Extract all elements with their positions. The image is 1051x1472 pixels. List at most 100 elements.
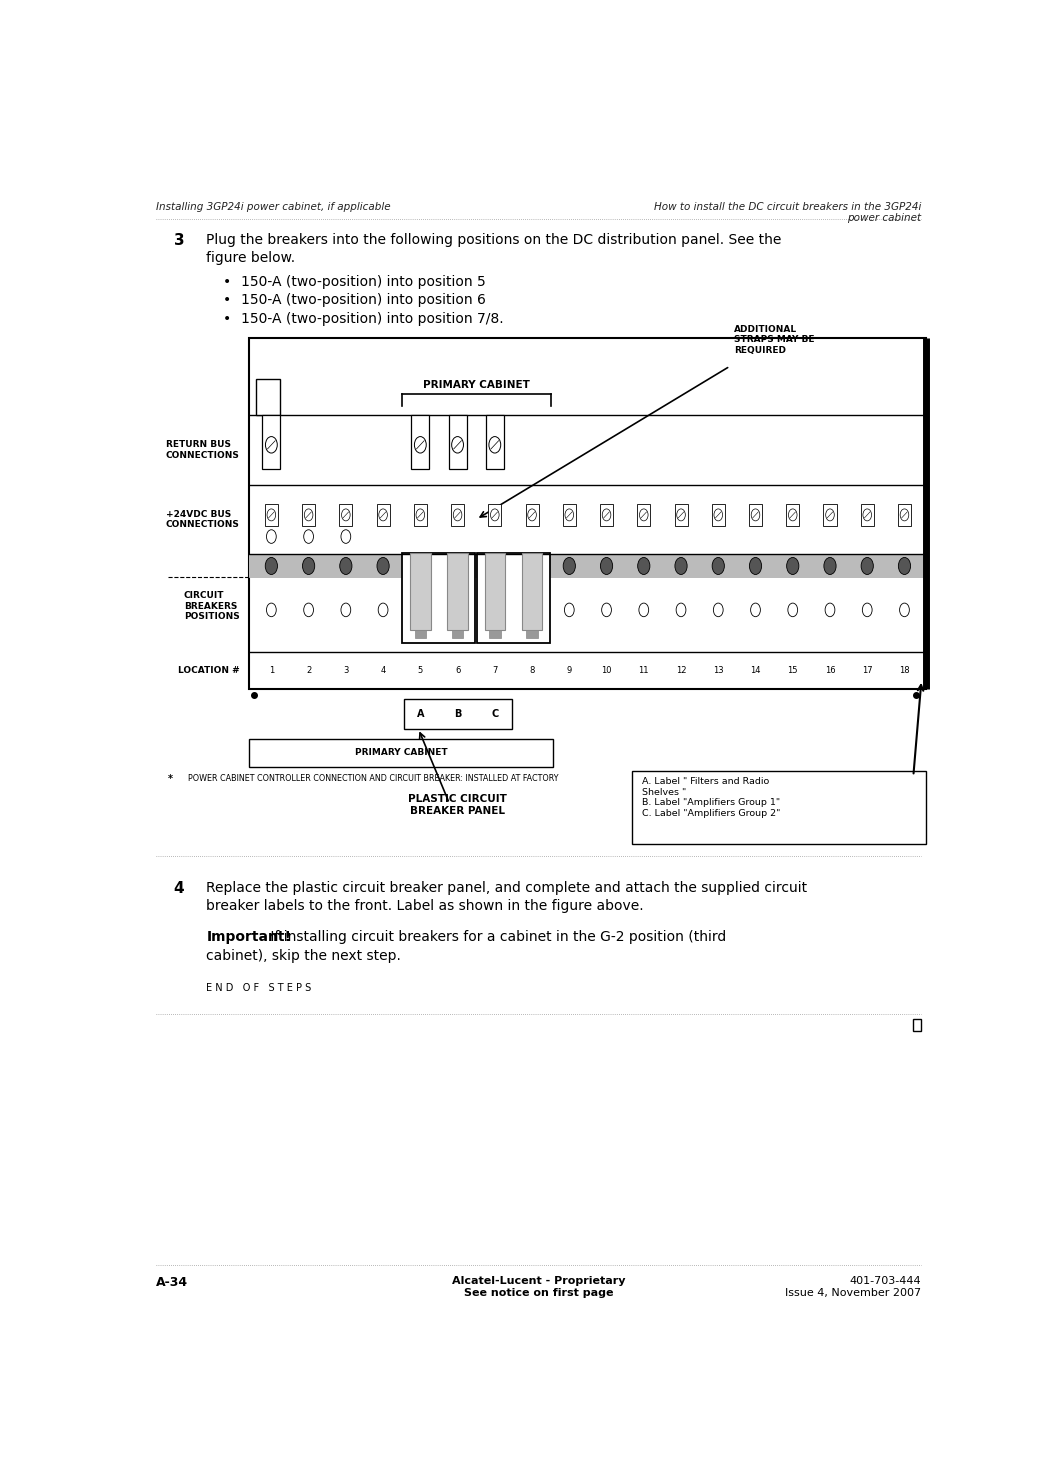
- Bar: [600, 503, 613, 526]
- Circle shape: [490, 604, 499, 617]
- Text: 12: 12: [676, 665, 686, 676]
- Circle shape: [639, 604, 648, 617]
- Text: PRIMARY CABINET: PRIMARY CABINET: [354, 748, 448, 757]
- Circle shape: [714, 509, 723, 521]
- Circle shape: [267, 509, 275, 521]
- Text: 11: 11: [639, 665, 650, 676]
- Text: 3: 3: [344, 665, 349, 676]
- Circle shape: [267, 530, 276, 543]
- Text: 5: 5: [417, 665, 423, 676]
- Bar: [265, 503, 277, 526]
- Circle shape: [267, 604, 276, 617]
- Text: B: B: [454, 710, 461, 718]
- Bar: [249, 337, 926, 689]
- Circle shape: [600, 558, 613, 574]
- Text: *: *: [168, 774, 173, 785]
- Circle shape: [265, 558, 277, 574]
- Circle shape: [563, 558, 575, 574]
- Text: •: •: [223, 293, 231, 308]
- Text: 6: 6: [455, 665, 460, 676]
- Circle shape: [749, 558, 762, 574]
- Bar: [263, 415, 281, 470]
- Circle shape: [266, 437, 277, 453]
- Text: 17: 17: [862, 665, 872, 676]
- Text: If installing circuit breakers for a cabinet in the G-2 position (third: If installing circuit breakers for a cab…: [266, 930, 726, 945]
- Bar: [411, 415, 429, 470]
- Text: ADDITIONAL
STRAPS MAY BE
REQUIRED: ADDITIONAL STRAPS MAY BE REQUIRED: [734, 325, 815, 355]
- Bar: [477, 552, 550, 643]
- Bar: [249, 739, 553, 767]
- Circle shape: [786, 558, 799, 574]
- Circle shape: [713, 558, 724, 574]
- Circle shape: [863, 509, 871, 521]
- Text: PRIMARY CABINET: PRIMARY CABINET: [423, 380, 530, 390]
- Text: Plug the breakers into the following positions on the DC distribution panel. See: Plug the breakers into the following pos…: [206, 234, 782, 247]
- Circle shape: [415, 604, 426, 617]
- Bar: [749, 503, 762, 526]
- Text: 1: 1: [269, 665, 274, 676]
- Circle shape: [378, 509, 388, 521]
- Text: +24VDC BUS
CONNECTIONS: +24VDC BUS CONNECTIONS: [166, 509, 240, 528]
- Text: 3: 3: [173, 234, 184, 249]
- Circle shape: [900, 509, 909, 521]
- Circle shape: [826, 509, 834, 521]
- Bar: [452, 630, 463, 637]
- Circle shape: [677, 509, 685, 521]
- Bar: [712, 503, 725, 526]
- Circle shape: [341, 604, 351, 617]
- Text: 4: 4: [173, 880, 184, 895]
- Circle shape: [491, 509, 499, 521]
- Circle shape: [565, 509, 574, 521]
- Circle shape: [900, 604, 909, 617]
- Bar: [489, 503, 501, 526]
- Circle shape: [303, 558, 314, 574]
- Text: •: •: [223, 275, 231, 290]
- Circle shape: [305, 509, 313, 521]
- Text: E N D   O F   S T E P S: E N D O F S T E P S: [206, 982, 311, 992]
- Text: 10: 10: [601, 665, 612, 676]
- Text: A. Label " Filters and Radio
Shelves "
B. Label "Amplifiers Group 1"
C. Label "A: A. Label " Filters and Radio Shelves " B…: [642, 777, 781, 817]
- Text: PLASTIC CIRCUIT
BREAKER PANEL: PLASTIC CIRCUIT BREAKER PANEL: [408, 795, 507, 815]
- Text: 7: 7: [492, 665, 497, 676]
- Bar: [898, 503, 911, 526]
- Bar: [786, 503, 799, 526]
- Text: 150-A (two-position) into position 7/8.: 150-A (two-position) into position 7/8.: [241, 312, 503, 325]
- Bar: [675, 503, 687, 526]
- Circle shape: [675, 558, 687, 574]
- Bar: [485, 552, 506, 630]
- Bar: [449, 415, 467, 470]
- Text: Replace the plastic circuit breaker panel, and complete and attach the supplied : Replace the plastic circuit breaker pane…: [206, 880, 807, 895]
- Text: A: A: [416, 710, 424, 718]
- Text: POWER CABINET CONTROLLER CONNECTION AND CIRCUIT BREAKER: INSTALLED AT FACTORY: POWER CABINET CONTROLLER CONNECTION AND …: [188, 774, 559, 783]
- Bar: [527, 630, 538, 637]
- Circle shape: [453, 509, 461, 521]
- Text: Installing 3GP24i power cabinet, if applicable: Installing 3GP24i power cabinet, if appl…: [156, 202, 390, 212]
- Bar: [521, 552, 542, 630]
- Circle shape: [564, 604, 574, 617]
- Text: CIRCUIT
BREAKERS
POSITIONS: CIRCUIT BREAKERS POSITIONS: [184, 592, 240, 621]
- Text: •: •: [223, 312, 231, 325]
- Text: RETURN BUS
CONNECTIONS: RETURN BUS CONNECTIONS: [166, 440, 240, 459]
- Circle shape: [788, 509, 797, 521]
- Text: 15: 15: [787, 665, 798, 676]
- Bar: [302, 503, 315, 526]
- Circle shape: [526, 558, 538, 574]
- Bar: [410, 552, 431, 630]
- Circle shape: [304, 604, 313, 617]
- Bar: [339, 503, 352, 526]
- Text: figure below.: figure below.: [206, 252, 295, 265]
- Bar: [376, 503, 390, 526]
- Circle shape: [601, 604, 612, 617]
- Text: C: C: [491, 710, 498, 718]
- Bar: [637, 503, 651, 526]
- Circle shape: [861, 558, 873, 574]
- Circle shape: [377, 558, 389, 574]
- Circle shape: [416, 509, 425, 521]
- Text: breaker labels to the front. Label as shown in the figure above.: breaker labels to the front. Label as sh…: [206, 898, 644, 913]
- Text: *: *: [259, 397, 265, 411]
- Circle shape: [528, 509, 536, 521]
- Bar: [562, 503, 576, 526]
- Text: 150-A (two-position) into position 6: 150-A (two-position) into position 6: [241, 293, 486, 308]
- Text: 401-703-444
Issue 4, November 2007: 401-703-444 Issue 4, November 2007: [785, 1276, 922, 1298]
- Circle shape: [414, 558, 427, 574]
